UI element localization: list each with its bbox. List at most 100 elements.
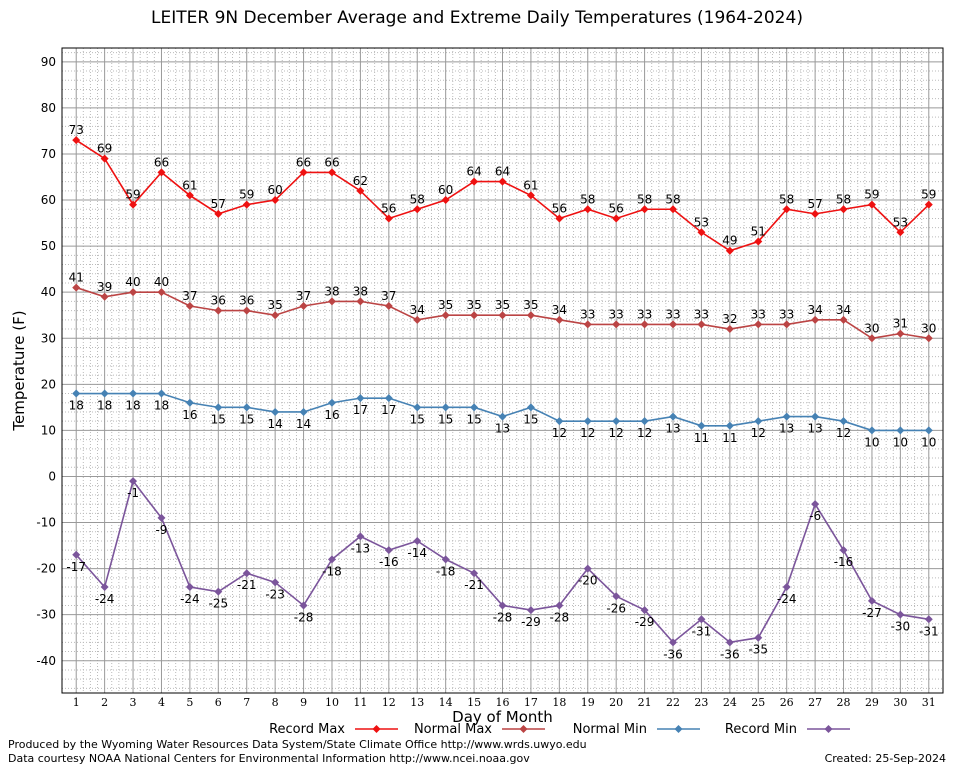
data-point — [526, 403, 535, 412]
data-label: -36 — [720, 647, 740, 661]
footer-created-date: Created: 25-Sep-2024 — [824, 752, 946, 765]
data-label: -14 — [407, 546, 427, 560]
data-point — [214, 306, 223, 315]
data-point — [129, 200, 138, 209]
x-tick-label: 19 — [581, 696, 595, 709]
data-point — [242, 403, 251, 412]
data-point — [896, 228, 905, 237]
data-label: -28 — [294, 610, 314, 624]
data-point — [498, 311, 507, 320]
data-label: 18 — [69, 399, 84, 413]
data-point — [356, 186, 365, 195]
data-point — [242, 200, 251, 209]
x-tick-label: 7 — [243, 696, 250, 709]
data-point — [214, 403, 223, 412]
data-label: -9 — [155, 523, 167, 537]
data-point — [470, 311, 479, 320]
data-point — [384, 302, 393, 310]
data-label: 61 — [182, 178, 197, 192]
data-point — [669, 638, 678, 647]
data-point — [697, 421, 706, 430]
data-point — [498, 412, 507, 421]
data-label: -21 — [464, 578, 484, 592]
data-point — [725, 638, 734, 647]
data-label: 34 — [552, 303, 567, 317]
data-point — [299, 601, 308, 610]
data-label: -16 — [834, 555, 854, 569]
data-point — [924, 426, 933, 435]
data-label: 33 — [751, 307, 766, 321]
data-point — [555, 601, 564, 610]
plot-frame — [61, 47, 944, 694]
legend-label: Normal Min — [573, 722, 647, 737]
data-point — [583, 320, 592, 329]
x-tick-label: 30 — [893, 696, 907, 709]
data-point — [612, 417, 621, 426]
x-tick-label: 31 — [922, 696, 936, 709]
y-tick-label: 40 — [41, 285, 56, 299]
data-label: 10 — [864, 435, 879, 449]
data-label: -23 — [265, 587, 285, 601]
data-point — [640, 417, 649, 426]
x-tick-label: 25 — [751, 696, 765, 709]
data-label: -24 — [180, 592, 200, 606]
data-label: 33 — [609, 307, 624, 321]
data-label: 69 — [97, 142, 112, 156]
y-tick-label: -30 — [36, 608, 56, 622]
data-label: -21 — [237, 578, 257, 592]
data-label: 30 — [864, 321, 879, 335]
data-point — [356, 297, 365, 306]
data-label: 38 — [324, 284, 339, 298]
data-label: 17 — [353, 403, 368, 417]
data-label: 18 — [97, 399, 112, 413]
x-tick-label: 14 — [439, 696, 453, 709]
data-point — [384, 394, 393, 403]
data-label: 12 — [580, 426, 595, 440]
data-label: -25 — [209, 597, 229, 611]
x-tick-label: 11 — [353, 696, 367, 709]
footer-data-courtesy: Data courtesy NOAA National Centers for … — [8, 752, 530, 765]
data-point — [185, 583, 194, 592]
legend-marker — [674, 725, 683, 733]
data-label: 58 — [580, 192, 595, 206]
data-point — [697, 320, 706, 329]
data-label: 56 — [381, 201, 396, 215]
data-label: -31 — [692, 624, 712, 638]
data-label: 57 — [807, 197, 822, 211]
data-label: 58 — [637, 192, 652, 206]
legend-label: Record Max — [269, 722, 345, 737]
data-point — [498, 177, 507, 186]
data-label: 31 — [893, 317, 908, 331]
data-label: -24 — [777, 592, 797, 606]
data-point — [413, 403, 422, 412]
data-point — [612, 320, 621, 329]
data-point — [356, 532, 365, 541]
data-label: 16 — [182, 408, 197, 422]
data-label: 56 — [609, 201, 624, 215]
data-label: 13 — [779, 422, 794, 436]
data-point — [782, 320, 791, 329]
data-point — [242, 306, 251, 315]
data-label: 33 — [694, 307, 709, 321]
data-point — [271, 196, 280, 205]
x-tick-label: 20 — [609, 696, 623, 709]
data-label: 36 — [239, 294, 254, 308]
data-label: -18 — [436, 564, 456, 578]
data-label: 40 — [125, 275, 140, 289]
data-point — [129, 477, 138, 486]
data-point — [72, 136, 81, 145]
data-point — [697, 228, 706, 237]
data-point — [782, 205, 791, 214]
data-label: 18 — [154, 399, 169, 413]
data-label: 17 — [381, 403, 396, 417]
data-label: 59 — [239, 188, 254, 202]
data-label: 41 — [69, 271, 84, 285]
data-label: 12 — [609, 426, 624, 440]
y-tick-label: -10 — [36, 516, 56, 530]
data-label: -35 — [748, 643, 768, 657]
y-tick-label: 80 — [41, 101, 56, 115]
data-label: 37 — [182, 289, 197, 303]
data-point — [839, 546, 848, 555]
data-label: 37 — [296, 289, 311, 303]
data-point — [242, 569, 251, 578]
